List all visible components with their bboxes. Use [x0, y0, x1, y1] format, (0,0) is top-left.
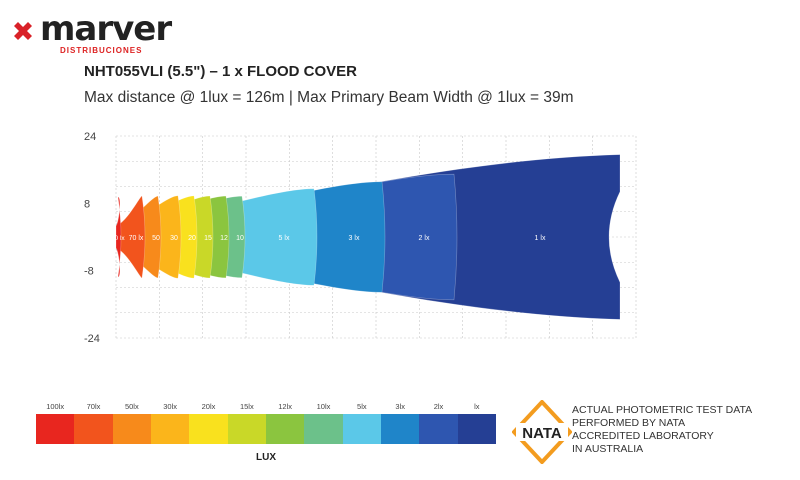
legend-label: 100lx — [46, 402, 65, 411]
contour-label: 5 lx — [279, 235, 290, 242]
legend-swatch — [150, 414, 190, 444]
nata-badge-text: NATA — [522, 425, 562, 442]
beam-contours — [115, 154, 621, 320]
legend-swatch — [457, 414, 496, 444]
contour-label: 100 lx — [107, 235, 125, 242]
contour-label: 2 lx — [419, 235, 430, 242]
contour-100lx — [115, 196, 122, 278]
legend-label: 5lx — [357, 402, 367, 411]
brand-name: marver — [40, 9, 172, 49]
legend-swatch — [265, 414, 305, 444]
legend-swatch — [112, 414, 151, 444]
legend-color-bar — [36, 414, 496, 444]
nata-text-line: PERFORMED BY NATA — [572, 417, 686, 429]
contour-label: 15 — [204, 235, 212, 242]
legend-swatch — [227, 414, 266, 444]
legend-label: 12lx — [278, 402, 293, 411]
page-title: NHT055VLI (5.5") – 1 x FLOOD COVER — [84, 63, 358, 80]
nata-accreditation-text: ACTUAL PHOTOMETRIC TEST DATA PERFORMED BY… — [572, 404, 752, 456]
contour-label: 10 — [236, 235, 244, 242]
y-tick-label: 24 — [84, 131, 96, 143]
legend-label: 20lx — [201, 402, 216, 411]
legend-swatch — [419, 414, 458, 444]
legend-label: 10lx — [316, 402, 331, 411]
contour-70lx — [115, 195, 146, 279]
brand-tagline: DISTRIBUCIONES — [60, 46, 143, 55]
logo-cross-icon — [14, 22, 32, 40]
legend-title: LUX — [256, 452, 276, 463]
beam-contour-labels: 1 lx 2 lx 3 lx 5 lx 10 12 15 20 30 50 70 lx 100 lx — [107, 235, 546, 242]
contour-label: 50 — [152, 235, 160, 242]
contour-label: 12 — [220, 235, 228, 242]
contour-label: 70 lx — [129, 235, 144, 242]
legend-swatch — [342, 414, 381, 444]
legend-swatch — [36, 414, 75, 444]
legend-swatch — [74, 414, 113, 444]
nata-text-line: IN AUSTRALIA — [572, 443, 644, 455]
legend-label: 50lx — [124, 402, 139, 411]
page-subtitle: Max distance @ 1lux = 126m | Max Primary… — [84, 89, 574, 106]
legend-swatch — [380, 414, 420, 444]
legend-swatch — [189, 414, 228, 444]
y-tick-label: -24 — [84, 333, 100, 345]
y-tick-label: 8 — [84, 198, 90, 210]
legend-labels: 100lx 70lx 50lx 30lx 20lx 15lx 12lx 10lx 5lx 3lx 2… — [36, 402, 496, 414]
nata-text-line: ACTUAL PHOTOMETRIC TEST DATA — [572, 404, 753, 416]
legend-label: 30lx — [163, 402, 178, 411]
nata-text-line: ACCREDITED LABORATORY — [572, 430, 714, 442]
legend-label: lx — [474, 402, 480, 411]
y-tick-label: -8 — [84, 266, 94, 278]
legend-swatch — [304, 414, 343, 444]
legend-label: 2lx — [433, 402, 444, 411]
brand-logo: marver DISTRIBUCIONES — [12, 9, 182, 58]
contour-label: 1 lx — [535, 235, 546, 242]
legend-label: 3lx — [395, 402, 405, 411]
y-tick-labels: 24 8 -8 -24 — [84, 131, 100, 345]
nata-badge-icon: NATA — [512, 400, 572, 464]
contour-label: 3 lx — [349, 235, 360, 242]
contour-label: 20 — [188, 235, 196, 242]
legend-label: 70lx — [86, 402, 101, 411]
contour-label: 30 — [170, 235, 178, 242]
legend-label: 15lx — [239, 402, 254, 411]
